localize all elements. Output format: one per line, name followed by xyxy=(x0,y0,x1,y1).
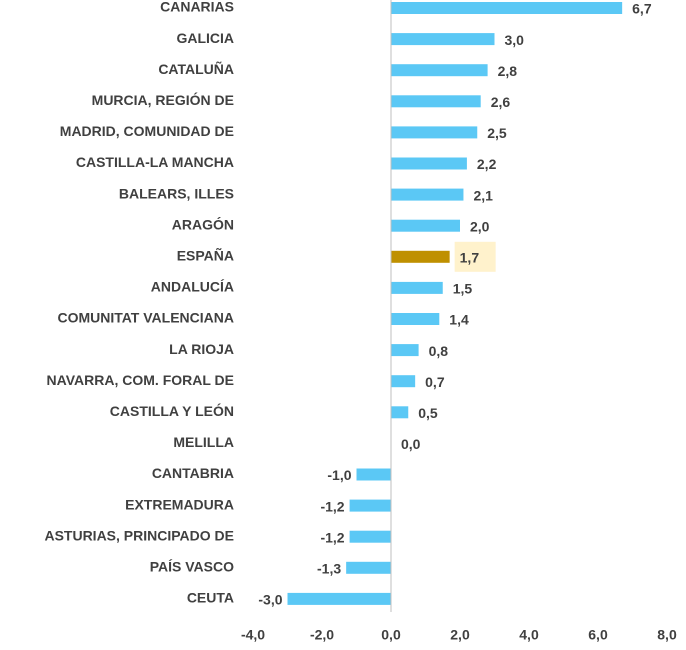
value-label: 2,1 xyxy=(473,187,493,203)
y-tick-label: PAÍS VASCO xyxy=(150,559,234,575)
y-tick-label: COMUNITAT VALENCIANA xyxy=(57,310,234,326)
y-tick-label: CATALUÑA xyxy=(158,60,234,77)
y-tick-label: MELILLA xyxy=(173,434,234,450)
value-label: -1,2 xyxy=(320,529,344,545)
y-tick-label: ANDALUCÍA xyxy=(151,279,234,295)
bar xyxy=(356,468,391,481)
x-tick-label: -4,0 xyxy=(241,627,265,643)
value-label: 2,0 xyxy=(470,218,490,234)
value-label: 6,7 xyxy=(632,1,652,17)
bar xyxy=(287,592,391,605)
value-label: 1,7 xyxy=(460,250,480,266)
x-tick-label: 4,0 xyxy=(519,627,539,643)
value-label: -1,3 xyxy=(317,561,341,577)
value-label: 0,7 xyxy=(425,374,445,390)
y-tick-label: NAVARRA, COM. FORAL DE xyxy=(47,372,234,388)
bar xyxy=(391,126,478,139)
y-tick-label: CEUTA xyxy=(187,590,234,606)
value-label: -1,2 xyxy=(320,498,344,514)
y-tick-label: EXTREMADURA xyxy=(125,496,234,512)
value-label: 0,0 xyxy=(401,436,421,452)
bar xyxy=(391,219,460,232)
bar xyxy=(391,95,481,108)
y-tick-label: CANTABRIA xyxy=(152,465,234,481)
value-label: 2,6 xyxy=(491,94,511,110)
bar xyxy=(349,530,391,543)
value-label: 1,5 xyxy=(453,281,473,297)
value-label: 1,4 xyxy=(449,312,469,328)
value-label: 2,5 xyxy=(487,125,507,141)
y-tick-label: CASTILLA Y LEÓN xyxy=(110,402,234,419)
value-label: -1,0 xyxy=(327,467,351,483)
bar xyxy=(391,188,464,201)
bar xyxy=(349,499,391,512)
x-tick-label: -2,0 xyxy=(310,627,334,643)
value-label: 0,8 xyxy=(429,343,449,359)
bar xyxy=(391,250,450,263)
y-tick-label: ESPAÑA xyxy=(177,247,234,264)
x-tick-label: 8,0 xyxy=(657,627,677,643)
value-label: 2,2 xyxy=(477,156,497,172)
x-tick-label: 6,0 xyxy=(588,627,608,643)
value-label: -3,0 xyxy=(258,592,282,608)
bar xyxy=(391,157,467,170)
y-tick-label: ASTURIAS, PRINCIPADO DE xyxy=(44,527,234,543)
value-label-background xyxy=(454,241,496,272)
y-tick-label: MURCIA, REGIÓN DE xyxy=(92,91,234,108)
y-tick-label: GALICIA xyxy=(176,30,234,46)
y-tick-label: ARAGÓN xyxy=(172,215,234,232)
y-tick-label: LA RIOJA xyxy=(169,341,234,357)
x-tick-label: 0,0 xyxy=(381,627,401,643)
y-tick-label: CANARIAS xyxy=(160,0,234,15)
y-tick-label: MADRID, COMUNIDAD DE xyxy=(60,123,234,139)
bar xyxy=(391,33,495,46)
value-label: 2,8 xyxy=(498,63,518,79)
value-label: 0,5 xyxy=(418,405,438,421)
bar xyxy=(391,406,409,419)
x-tick-label: 2,0 xyxy=(450,627,470,643)
y-tick-label: CASTILLA-LA MANCHA xyxy=(76,154,234,170)
bar xyxy=(391,344,419,357)
y-tick-label: BALEARS, ILLES xyxy=(119,185,234,201)
bar xyxy=(391,313,440,325)
bar xyxy=(391,281,443,294)
bar xyxy=(391,2,623,14)
bar xyxy=(391,64,488,77)
bar xyxy=(391,375,416,388)
bar xyxy=(346,561,391,574)
value-label: 3,0 xyxy=(505,32,525,48)
